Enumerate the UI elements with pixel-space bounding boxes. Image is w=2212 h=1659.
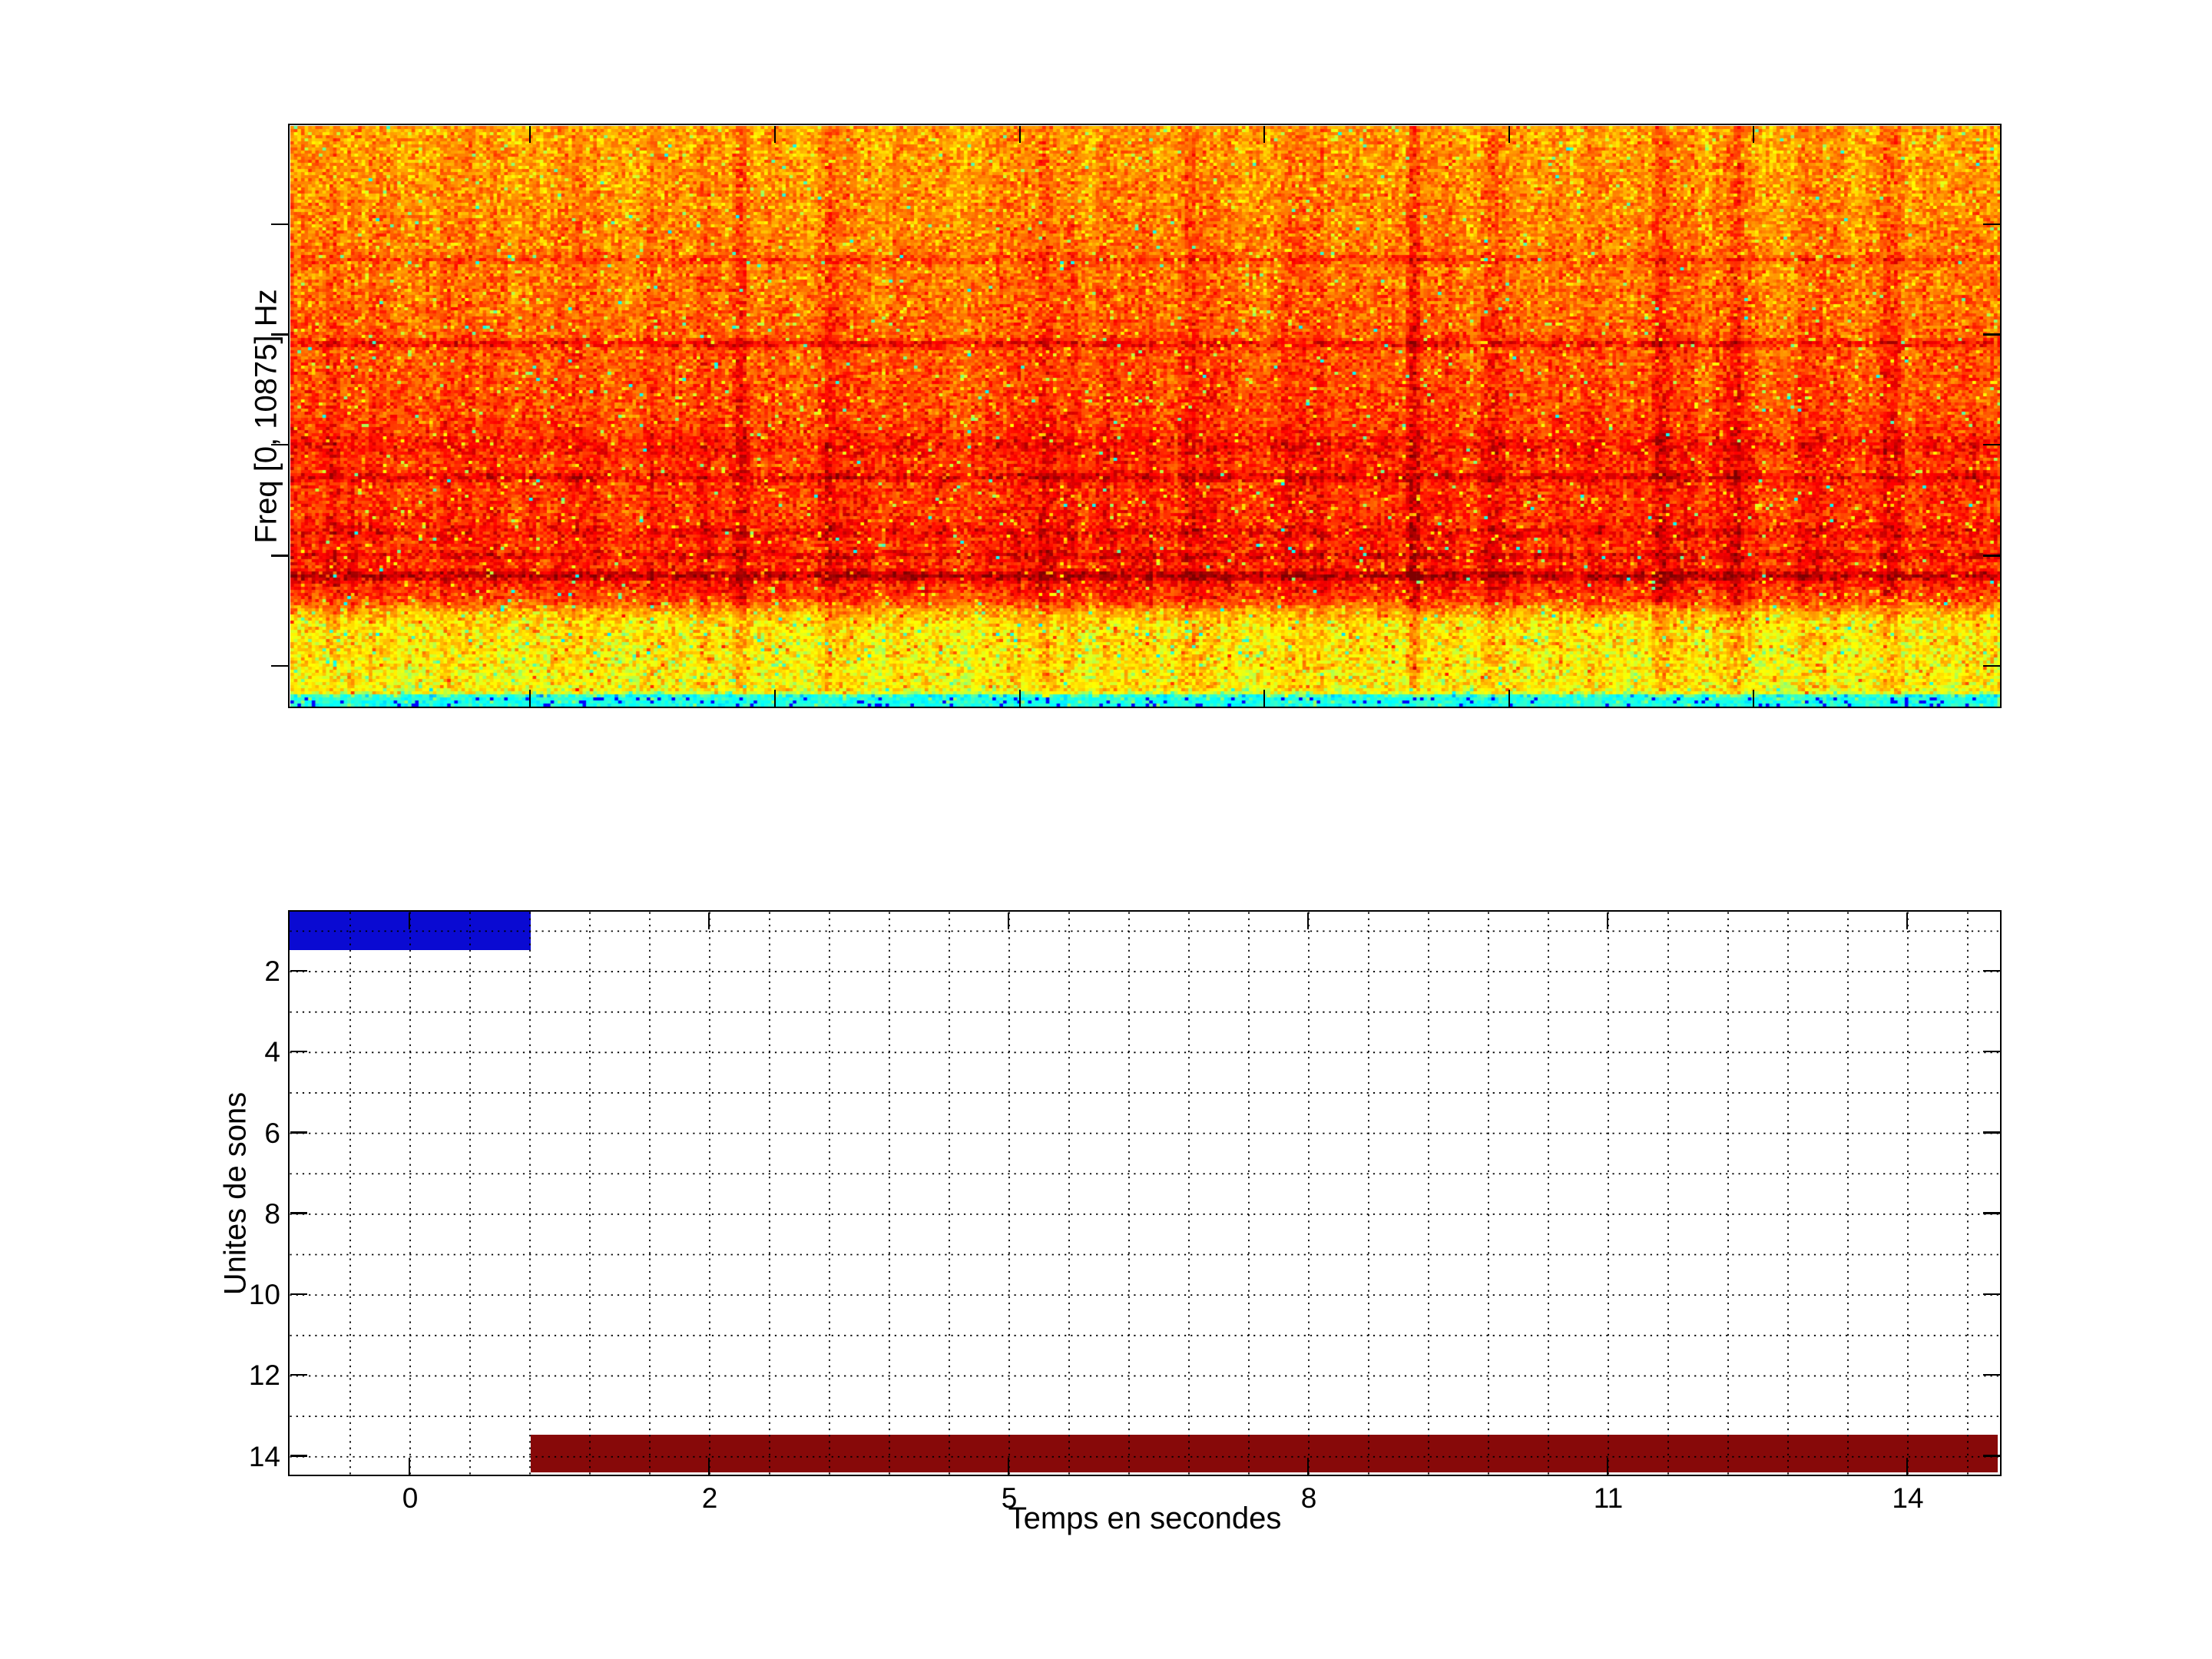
spectrogram-x-tick-top <box>1508 125 1510 143</box>
timeline-x-tick-top <box>1306 912 1309 929</box>
spectrogram-x-tick-top <box>773 125 776 143</box>
timeline-y-tick-right <box>1982 1050 2000 1053</box>
spectrogram-x-tick <box>773 689 776 707</box>
timeline-x-tick-top <box>707 912 710 929</box>
spectrogram-x-tick-top <box>1263 125 1265 143</box>
timeline-x-tick-top <box>1007 912 1009 929</box>
spectrogram-x-tick-top <box>528 125 531 143</box>
spectrogram-y-tick-right <box>1982 664 2000 667</box>
x-tick-label: 14 <box>1892 1482 1924 1514</box>
timeline-y-tick-right <box>1982 969 2000 972</box>
timeline-x-axis-label: Temps en secondes <box>1008 1502 1282 1535</box>
x-tick-label: 5 <box>1001 1482 1018 1514</box>
x-tick-label: 8 <box>1300 1482 1317 1514</box>
y-tick-label: 6 <box>264 1117 280 1149</box>
spectrogram-x-tick-top <box>1018 125 1021 143</box>
spectrogram-y-tick <box>271 223 288 225</box>
timeline-y-tick-right <box>1982 1373 2000 1376</box>
timeline-x-tick-top <box>408 912 410 929</box>
x-tick-label: 11 <box>1593 1482 1624 1514</box>
spectrogram-plot <box>288 124 2002 708</box>
y-tick-label: 8 <box>264 1197 280 1230</box>
timeline-y-tick <box>290 1131 307 1134</box>
spectrogram-y-tick <box>271 555 288 557</box>
timeline-x-tick-top <box>1906 912 1908 929</box>
spectrogram-x-tick-top <box>1752 125 1754 143</box>
spectrogram-x-tick <box>528 689 531 707</box>
spectrogram-y-tick <box>271 333 288 336</box>
spectrogram-y-tick-right <box>1982 223 2000 225</box>
timeline-x-tick <box>1906 1457 1908 1475</box>
y-tick-label: 12 <box>248 1359 280 1392</box>
timeline-x-tick <box>1306 1457 1309 1475</box>
spectrogram-y-tick-right <box>1982 333 2000 336</box>
timeline-y-tick <box>290 1212 307 1214</box>
timeline-y-tick <box>290 1050 307 1053</box>
spectrogram-y-tick <box>271 664 288 667</box>
bar-sound-unit-14 <box>530 1434 1998 1472</box>
spectrogram-x-tick <box>1752 689 1754 707</box>
timeline-y-tick <box>290 969 307 972</box>
timeline-x-tick-top <box>1606 912 1608 929</box>
spectrogram-image <box>290 125 2000 707</box>
spectrogram-x-tick <box>1508 689 1510 707</box>
y-tick-label: 10 <box>248 1279 280 1311</box>
spectrogram-y-tick-right <box>1982 443 2000 446</box>
timeline-x-tick <box>707 1457 710 1475</box>
spectrogram-y-tick <box>271 443 288 446</box>
y-tick-label: 4 <box>264 1036 280 1068</box>
timeline-x-tick <box>1606 1457 1608 1475</box>
timeline-y-tick-right <box>1982 1131 2000 1134</box>
x-tick-label: 2 <box>701 1482 718 1514</box>
timeline-y-tick <box>290 1455 307 1457</box>
spectrogram-y-axis-label: Freq [0, 10875] Hz <box>249 288 283 544</box>
timeline-y-tick-right <box>1982 1293 2000 1296</box>
timeline-x-tick <box>408 1457 410 1475</box>
timeline-y-tick-right <box>1982 1212 2000 1214</box>
timeline-plot <box>288 910 2002 1476</box>
y-tick-label: 14 <box>248 1440 280 1472</box>
timeline-y-tick <box>290 1293 307 1296</box>
spectrogram-x-tick <box>1263 689 1265 707</box>
timeline-y-axis-label: Unites de sons <box>218 1091 253 1295</box>
timeline-y-tick-right <box>1982 1455 2000 1457</box>
y-tick-label: 2 <box>264 955 280 988</box>
timeline-x-tick <box>1007 1457 1009 1475</box>
grid-lines <box>290 912 2000 1475</box>
timeline-y-tick <box>290 1373 307 1376</box>
spectrogram-y-tick-right <box>1982 555 2000 557</box>
x-tick-label: 0 <box>402 1482 419 1514</box>
spectrogram-x-tick <box>1018 689 1021 707</box>
